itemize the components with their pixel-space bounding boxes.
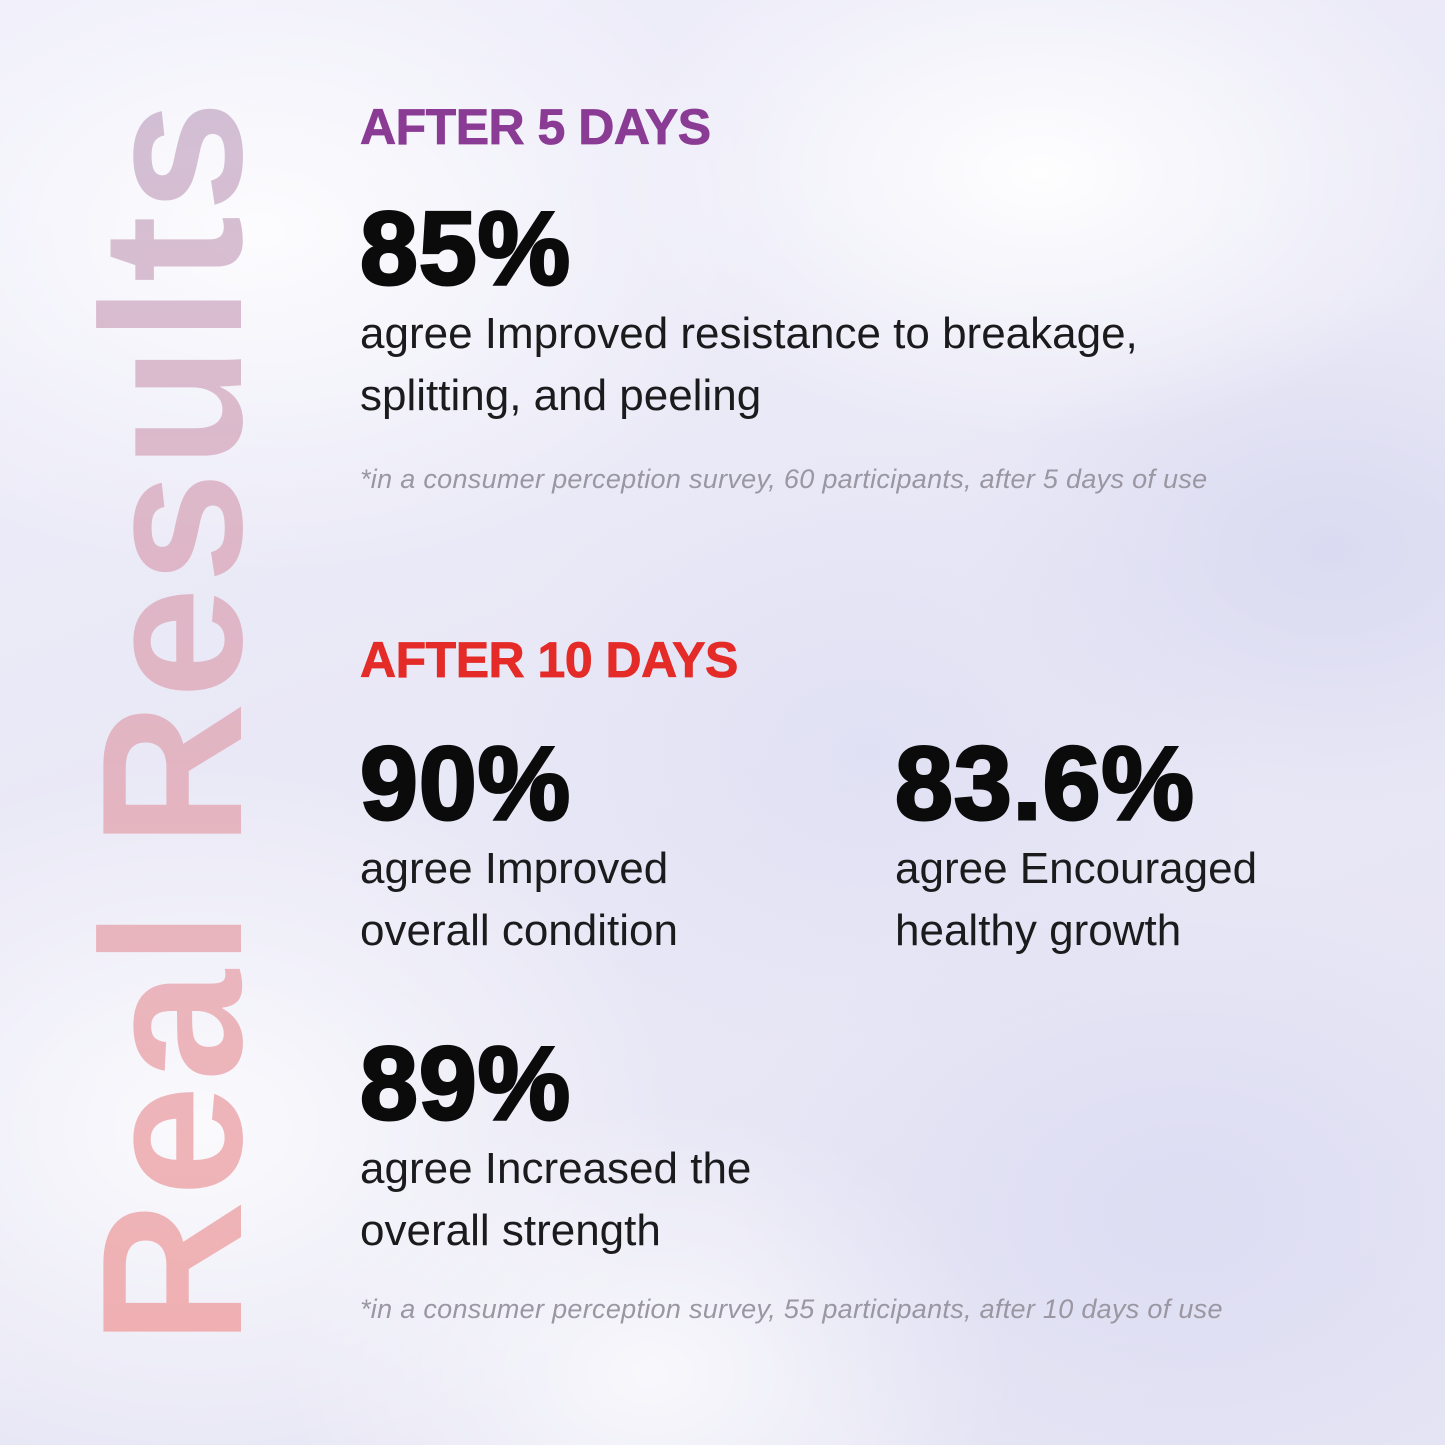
stat-block-85: 85% agree Improved resistance to breakag… [359,191,1270,427]
stat-value-83-6: 83.6% [894,726,1196,842]
stat-value-90: 90% [359,726,572,842]
footnote-5-days: *in a consumer perception survey, 60 par… [360,464,1208,494]
stat-value-85: 85% [359,191,572,307]
section-heading-after-10-days: AFTER 10 DAYS [360,632,739,688]
stat-description-90: agree Improved overall condition [360,844,678,955]
stat-block-89: 89% agree Increased the overall strength [359,1026,880,1262]
stat-value-89: 89% [359,1026,572,1142]
stat-description-89: agree Increased the overall strength [360,1144,752,1255]
stat-block-90: 90% agree Improved overall condition [359,726,860,962]
stat-description-83-6: agree Encouraged healthy growth [895,844,1258,955]
stat-description-85: agree Improved resistance to breakage, s… [360,309,1138,420]
section-heading-after-5-days: AFTER 5 DAYS [360,99,712,155]
footnote-10-days: *in a consumer perception survey, 55 par… [360,1294,1223,1324]
stat-block-83-6: 83.6% agree Encouraged healthy growth [894,726,1395,962]
vertical-title: Real Results [61,85,284,1346]
